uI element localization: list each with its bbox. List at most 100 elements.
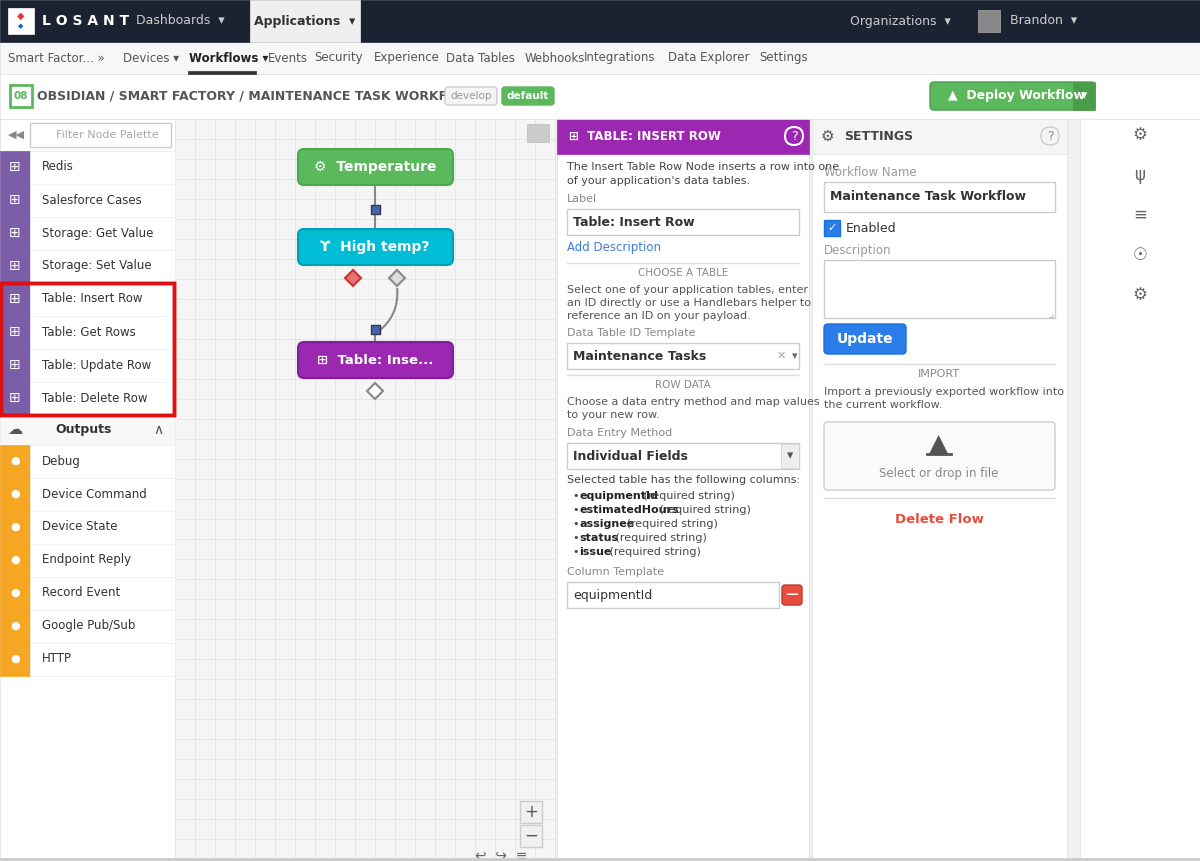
FancyBboxPatch shape [978, 10, 1000, 32]
FancyBboxPatch shape [0, 382, 30, 415]
Text: Salesforce Cases: Salesforce Cases [42, 194, 142, 207]
Text: Add Description: Add Description [568, 241, 661, 254]
Text: •: • [574, 547, 583, 557]
Text: Devices ▾: Devices ▾ [124, 52, 180, 65]
Text: estimatedHours: estimatedHours [580, 505, 679, 515]
Text: −: − [785, 586, 799, 604]
Text: (required string): (required string) [623, 519, 718, 529]
Text: ≡: ≡ [1133, 206, 1147, 224]
Text: issue: issue [580, 547, 611, 557]
Text: of your application's data tables.: of your application's data tables. [568, 176, 750, 186]
FancyBboxPatch shape [557, 119, 809, 861]
Text: Endpoint Reply: Endpoint Reply [42, 554, 131, 567]
Text: The Insert Table Row Node inserts a row into one: The Insert Table Row Node inserts a row … [568, 162, 839, 172]
Text: ϒ  High temp?: ϒ High temp? [320, 240, 430, 254]
Text: Experience: Experience [374, 52, 440, 65]
Text: ?: ? [1046, 129, 1054, 143]
FancyBboxPatch shape [0, 544, 30, 577]
Text: CHOOSE A TABLE: CHOOSE A TABLE [638, 268, 728, 278]
FancyBboxPatch shape [812, 119, 1067, 861]
FancyBboxPatch shape [0, 250, 30, 283]
Text: ROW DATA: ROW DATA [655, 380, 710, 390]
FancyBboxPatch shape [824, 220, 840, 236]
FancyBboxPatch shape [0, 415, 175, 445]
FancyBboxPatch shape [188, 71, 257, 74]
FancyBboxPatch shape [520, 825, 542, 847]
FancyBboxPatch shape [250, 0, 360, 42]
Text: ⊞: ⊞ [10, 292, 20, 306]
FancyBboxPatch shape [30, 511, 175, 544]
FancyBboxPatch shape [30, 316, 175, 349]
Text: Select one of your application tables, enter: Select one of your application tables, e… [568, 285, 808, 295]
Text: Label: Label [568, 194, 598, 204]
Text: Webhooks: Webhooks [524, 52, 584, 65]
Text: ●: ● [10, 588, 20, 598]
Text: ⊞: ⊞ [10, 325, 20, 339]
Text: ⊞: ⊞ [10, 391, 20, 405]
Text: IMPORT: IMPORT [918, 369, 960, 379]
Text: Device Command: Device Command [42, 487, 146, 500]
FancyBboxPatch shape [30, 382, 175, 415]
Text: ⊞: ⊞ [10, 193, 20, 207]
FancyBboxPatch shape [30, 478, 175, 511]
Text: Workflows ▾: Workflows ▾ [190, 52, 269, 65]
Text: ψ: ψ [1134, 166, 1146, 184]
FancyBboxPatch shape [30, 577, 175, 610]
Text: (required string): (required string) [640, 491, 734, 501]
FancyBboxPatch shape [445, 87, 497, 105]
Text: ?: ? [791, 129, 797, 143]
Text: Security: Security [314, 52, 364, 65]
Text: (required string): (required string) [606, 547, 701, 557]
Text: ⚙: ⚙ [1133, 126, 1147, 144]
FancyBboxPatch shape [298, 229, 454, 265]
FancyBboxPatch shape [0, 119, 175, 861]
Text: ✓: ✓ [827, 223, 836, 233]
FancyBboxPatch shape [0, 42, 1200, 74]
Text: ⊞: ⊞ [10, 226, 20, 240]
FancyBboxPatch shape [812, 119, 1067, 154]
Text: Select or drop in file: Select or drop in file [880, 468, 998, 480]
FancyBboxPatch shape [0, 217, 30, 250]
FancyBboxPatch shape [785, 127, 803, 145]
Text: ◆: ◆ [17, 11, 25, 21]
FancyBboxPatch shape [1073, 82, 1096, 110]
FancyBboxPatch shape [298, 342, 454, 378]
FancyBboxPatch shape [568, 582, 779, 608]
FancyBboxPatch shape [0, 349, 30, 382]
FancyBboxPatch shape [0, 610, 30, 643]
Text: ↩  ↪  ≡: ↩ ↪ ≡ [475, 849, 527, 861]
FancyBboxPatch shape [30, 643, 175, 676]
Text: ◀◀: ◀◀ [7, 130, 24, 140]
Text: Update: Update [836, 332, 893, 346]
FancyBboxPatch shape [30, 445, 175, 478]
FancyBboxPatch shape [30, 217, 175, 250]
Text: Smart Factor... »: Smart Factor... » [8, 52, 104, 65]
Text: to your new row.: to your new row. [568, 410, 660, 420]
Text: Outputs: Outputs [55, 424, 112, 437]
Text: equipmentId: equipmentId [580, 491, 658, 501]
Text: (required string): (required string) [656, 505, 751, 515]
FancyBboxPatch shape [0, 478, 30, 511]
Text: ☁: ☁ [7, 423, 23, 437]
FancyBboxPatch shape [0, 184, 30, 217]
FancyBboxPatch shape [30, 544, 175, 577]
FancyBboxPatch shape [502, 87, 554, 105]
Text: an ID directly or use a Handlebars helper to: an ID directly or use a Handlebars helpe… [568, 298, 811, 308]
Text: Table: Get Rows: Table: Get Rows [42, 325, 136, 338]
Text: Maintenance Task Workflow: Maintenance Task Workflow [830, 190, 1026, 203]
Text: Data Table ID Template: Data Table ID Template [568, 328, 696, 338]
Text: Debug: Debug [42, 455, 80, 468]
Text: Organizations  ▾: Organizations ▾ [850, 15, 950, 28]
Text: HTTP: HTTP [42, 653, 72, 666]
Text: ✕: ✕ [776, 351, 786, 361]
Text: Description: Description [824, 244, 892, 257]
Text: •: • [574, 491, 583, 501]
Text: assignee: assignee [580, 519, 635, 529]
Text: Data Tables: Data Tables [446, 52, 515, 65]
FancyBboxPatch shape [0, 577, 30, 610]
Polygon shape [346, 270, 361, 286]
Text: ▾: ▾ [787, 449, 793, 462]
Text: Maintenance Tasks: Maintenance Tasks [574, 350, 707, 362]
Text: OBSIDIAN / SMART FACTORY / MAINTENANCE TASK WORKFLOW: OBSIDIAN / SMART FACTORY / MAINTENANCE T… [37, 90, 479, 102]
Text: Storage: Get Value: Storage: Get Value [42, 226, 154, 239]
